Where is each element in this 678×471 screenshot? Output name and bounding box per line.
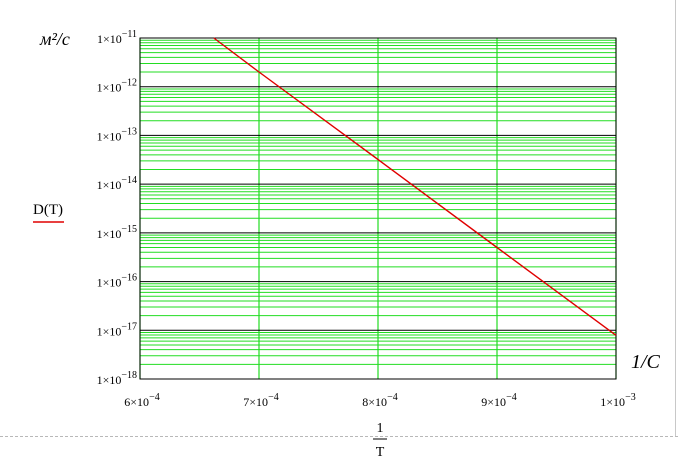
- x-tick-label: 8×10−4: [362, 392, 397, 409]
- x-tick-label: 7×10−4: [243, 392, 278, 409]
- y-tick-label: 1×10−12: [97, 78, 137, 95]
- x-tick-label: 6×10−4: [124, 392, 159, 409]
- y-tick-label: 1×10−16: [97, 273, 137, 290]
- x-tick-label: 9×10−4: [481, 392, 516, 409]
- y-tick-label: 1×10−18: [97, 370, 137, 387]
- legend-label: D(T): [33, 202, 63, 218]
- region-separator: [0, 436, 678, 437]
- y-tick-label: 1×10−11: [97, 29, 137, 46]
- y-tick-label: 1×10−13: [97, 126, 137, 143]
- y-tick-label: 1×10−14: [97, 175, 137, 192]
- region-border: [675, 0, 676, 436]
- tick-labels: 1×10−11 1×10−12 1×10−13 1×10−14 1×10−15 1×10−…: [97, 29, 636, 409]
- x-expression-numerator: 1: [377, 421, 384, 436]
- series-line: [213, 37, 617, 336]
- x-tick-label: 1×10−3: [600, 392, 635, 409]
- plot-frame: [139, 37, 617, 380]
- x-expression-denominator: T: [376, 445, 385, 460]
- series-group: [213, 37, 617, 336]
- y-tick-label: 1×10−17: [97, 321, 137, 338]
- y-tick-label: 1×10−15: [97, 224, 137, 241]
- x-axis-units: 1/С: [631, 351, 661, 373]
- y-axis-units: м²/с: [39, 29, 70, 49]
